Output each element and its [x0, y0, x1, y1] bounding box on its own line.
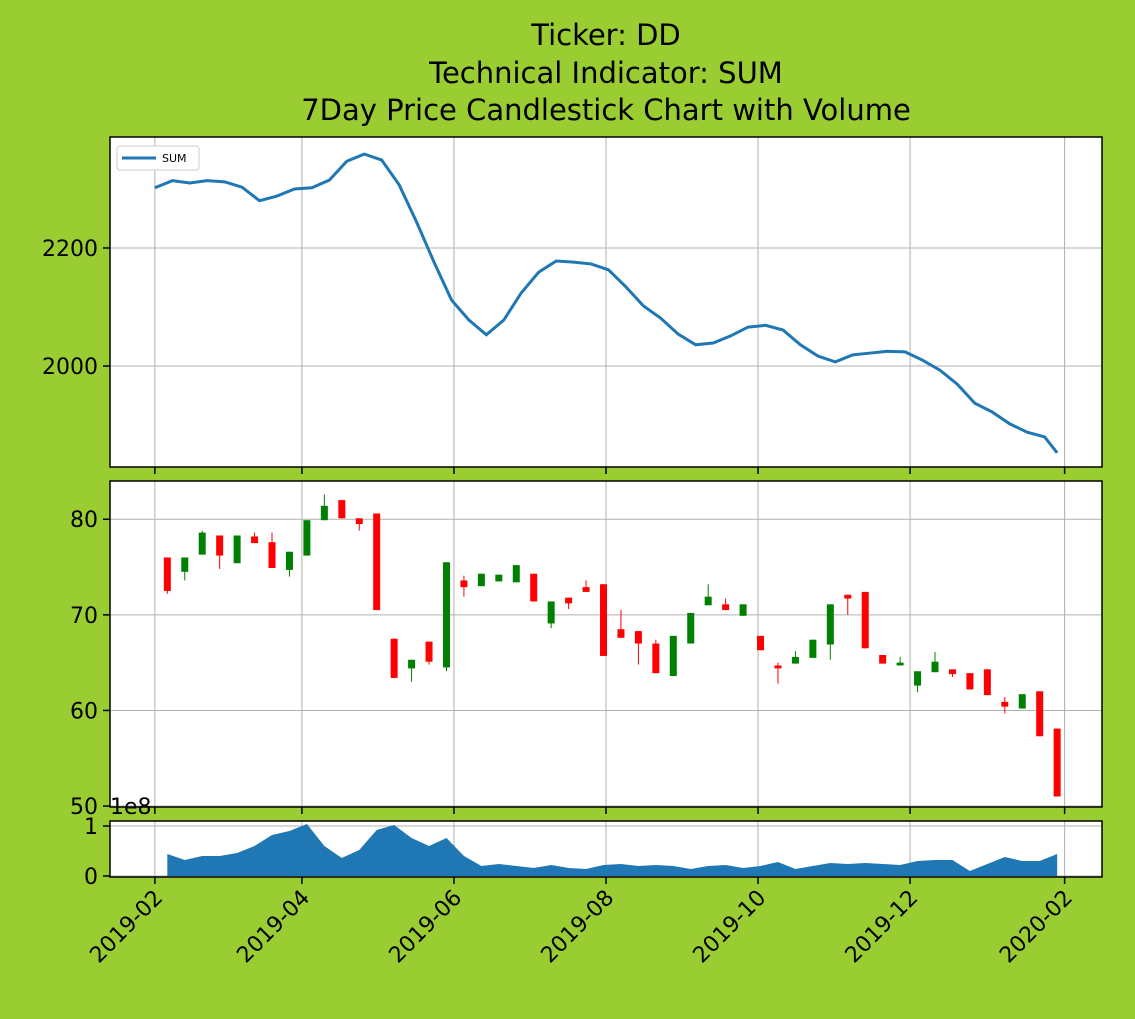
chart-title: 7Day Price Candlestick Chart with Volume [301, 93, 911, 127]
candle-body [355, 518, 363, 525]
candle-body [390, 638, 398, 678]
y-tick-label: 2200 [42, 237, 98, 262]
candle-body [600, 584, 608, 656]
chart-title: Technical Indicator: SUM [428, 56, 783, 90]
candle-body [704, 596, 712, 606]
candle-body [652, 643, 660, 674]
y-tick-label: 70 [70, 604, 98, 629]
candle-body [285, 551, 293, 570]
x-tick-label: 2019-02 [85, 886, 168, 969]
candle-body [634, 631, 642, 644]
candle-body [966, 673, 974, 690]
candle-body [774, 665, 782, 669]
y-tick-label: 2000 [42, 355, 98, 380]
candle-body [338, 500, 346, 519]
candle-body [181, 557, 189, 572]
candle-body [530, 573, 538, 602]
chart-title: Ticker: DD [530, 18, 681, 52]
plot-border [109, 820, 1103, 878]
candle-body [460, 580, 468, 588]
legend: SUM [116, 145, 200, 171]
candle-body [1001, 701, 1009, 707]
y-tick-label: 80 [70, 508, 98, 533]
x-tick-label: 2019-12 [841, 886, 924, 969]
candle-body [216, 535, 224, 556]
candle-body [791, 656, 799, 664]
candle-body [251, 536, 259, 544]
candle-body [582, 587, 590, 592]
candle-body [879, 654, 887, 664]
candle-body [477, 573, 485, 587]
x-tick-label: 2019-10 [689, 886, 772, 969]
candle-body [565, 597, 573, 604]
plot-border [109, 136, 1103, 468]
candle-body [931, 661, 939, 673]
line-series [154, 152, 1059, 454]
x-tick-label: 2019-04 [232, 886, 315, 969]
candle-body [914, 671, 922, 686]
offset-label: 1e8 [110, 795, 152, 820]
x-tick-label: 2019-08 [537, 886, 620, 969]
x-tick-label: 2019-06 [385, 886, 468, 969]
candle-body [442, 562, 450, 668]
candle-body [739, 604, 747, 616]
candle-body [844, 594, 852, 599]
candle-body [163, 557, 171, 591]
x-tick-label: 2020-02 [995, 886, 1078, 969]
candle-body [809, 639, 817, 658]
y-tick-label: 50 [70, 795, 98, 820]
candle-body [983, 669, 991, 696]
candle-body [1053, 728, 1061, 797]
candle-body [1036, 691, 1044, 737]
candle-body [757, 635, 765, 651]
candle-body [198, 532, 206, 555]
candle-body [233, 535, 241, 564]
candle-body [722, 604, 730, 611]
candle-body [547, 601, 555, 624]
candle-body [512, 565, 520, 583]
candle-body [320, 505, 328, 521]
candle-body [408, 659, 416, 669]
legend-box [116, 145, 200, 171]
candle-body [268, 542, 276, 568]
candle-body [669, 635, 677, 677]
volume-area [167, 824, 1058, 876]
candle-body [303, 520, 311, 556]
candle-body [896, 662, 904, 666]
candle-body [373, 513, 381, 611]
candle-body [826, 604, 834, 645]
y-tick-label: 60 [70, 699, 98, 724]
candle-body [1018, 694, 1026, 709]
candle-body [617, 629, 625, 638]
candle-body [425, 641, 433, 662]
plot-border [109, 480, 1103, 808]
candle-body [948, 669, 956, 675]
candle-body [495, 574, 503, 582]
legend-label: SUM [162, 152, 187, 165]
y-tick-label: 1 [84, 815, 98, 840]
y-tick-label: 0 [84, 865, 98, 890]
candle-body [861, 591, 869, 649]
candle-body [687, 612, 695, 644]
